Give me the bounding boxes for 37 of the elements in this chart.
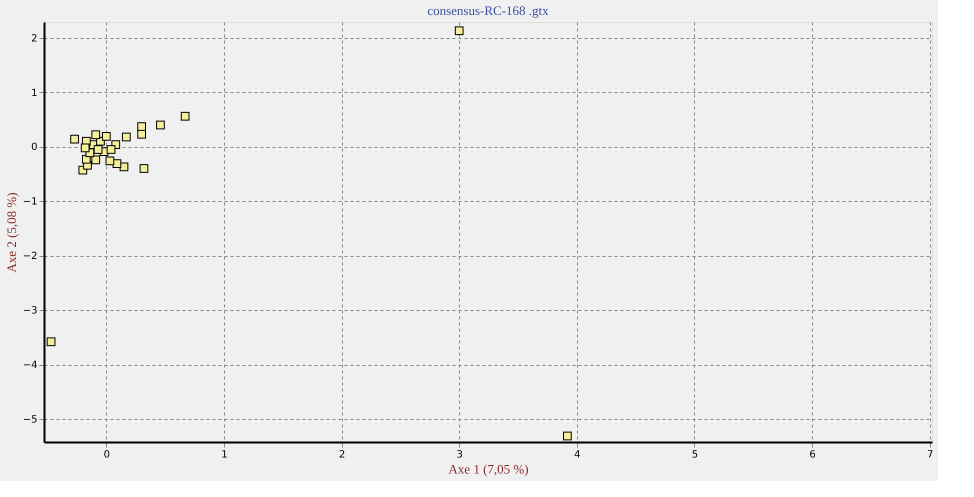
x-axis-title: Axe 1 (7,05 %) [448,462,529,476]
point [122,132,131,142]
point [137,122,146,131]
point [156,120,165,130]
x-tick-label: 7 [926,450,934,460]
y-tick-label: −3 [22,306,38,317]
y-tick-label: −1 [22,196,38,208]
x-tick-label: 5 [692,450,698,460]
x-tick-label: 3 [456,450,463,460]
y-tick-label: 0 [31,142,38,154]
x-tick-label: 0 [104,450,110,460]
point [105,156,114,166]
chart-title: consensus-RC-168 .gtx [427,3,550,18]
x-tick-label: 2 [338,450,346,460]
point [80,143,90,152]
x-tick-label: 6 [809,450,816,460]
point [91,130,100,140]
point [137,130,146,139]
point [46,337,56,346]
point [106,145,116,154]
point [94,145,102,154]
y-tick-label: 2 [31,33,38,44]
point [180,112,190,121]
point [140,164,148,173]
y-axis-title: Axe 2 (5,08 %) [4,192,19,273]
point [454,26,464,36]
point [102,132,111,141]
point [120,162,128,172]
point [563,432,572,440]
point [91,155,100,164]
x-tick-label: 4 [574,450,580,460]
point [70,134,79,144]
y-tick-label: 1 [31,88,38,99]
y-tick-label: −4 [22,360,38,372]
y-tick-label: −5 [22,414,38,426]
y-tick-label: −2 [22,251,38,262]
x-tick-label: 1 [221,450,228,460]
